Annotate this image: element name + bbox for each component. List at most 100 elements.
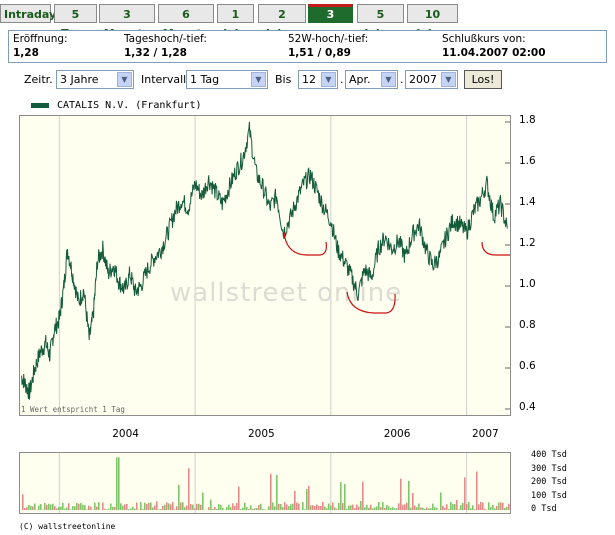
volume-bar xyxy=(30,505,32,510)
volume-bar xyxy=(474,509,476,510)
x-tick-label: 2005 xyxy=(247,428,275,440)
volume-bar xyxy=(426,507,428,510)
y-tick-label: 1.4 xyxy=(519,196,536,208)
month-select[interactable]: Apr. ▼ xyxy=(345,70,398,89)
volume-bar xyxy=(226,507,228,510)
tab-10-jahre[interactable]: 10 Jahre xyxy=(407,4,458,40)
y-tick-label: 1.8 xyxy=(519,114,536,126)
volume-bar xyxy=(86,509,88,510)
volume-bar xyxy=(68,503,70,510)
volume-bar xyxy=(262,509,264,510)
volume-bar xyxy=(324,506,326,510)
volume-tick-label: 200 Tsd xyxy=(531,477,567,487)
volume-bar xyxy=(366,504,368,510)
volume-bar xyxy=(28,504,30,510)
volume-bar xyxy=(320,505,322,510)
volume-bar xyxy=(444,507,446,510)
volume-bar xyxy=(32,506,34,510)
tab-6-monate[interactable]: 6 Monate xyxy=(158,4,214,40)
volume-bar xyxy=(216,509,218,510)
volume-bar xyxy=(436,507,438,510)
volume-bar xyxy=(174,509,176,510)
volume-bar xyxy=(228,504,230,510)
volume-bar xyxy=(466,504,468,510)
volume-bar xyxy=(40,504,42,510)
tab-1-jahr[interactable]: 1 Jahr xyxy=(217,4,254,40)
close-value: 11.04.2007 02:00 xyxy=(442,47,546,59)
volume-bar xyxy=(84,505,86,510)
volume-bar xyxy=(246,506,248,510)
year-value: 2007 xyxy=(409,73,437,86)
volume-bar xyxy=(162,505,164,510)
volume-bar xyxy=(208,507,210,510)
volume-bar xyxy=(124,504,126,510)
volume-bar xyxy=(176,506,178,510)
volume-bar xyxy=(360,500,362,510)
year-select[interactable]: 2007 ▼ xyxy=(405,70,458,89)
volume-bar xyxy=(80,503,82,510)
annotation-bracket xyxy=(346,291,396,314)
volume-bar xyxy=(230,507,232,510)
volume-bar xyxy=(150,502,152,510)
volume-bar xyxy=(260,503,262,510)
tab-3-jahre[interactable]: 3 Jahre xyxy=(308,4,353,36)
volume-bar xyxy=(122,505,124,510)
volume-bar xyxy=(116,457,118,510)
volume-bar xyxy=(268,506,270,510)
bis-label: Bis xyxy=(275,73,292,86)
volume-bar xyxy=(110,503,112,510)
series-swatch xyxy=(31,102,49,108)
chevron-down-icon: ▼ xyxy=(441,72,456,87)
watermark-text: wallstreet online xyxy=(170,278,402,308)
volume-bar xyxy=(134,508,136,510)
intervall-select[interactable]: 1 Tag ▼ xyxy=(186,70,268,89)
x-tick-label: 2004 xyxy=(112,428,139,440)
volume-bar xyxy=(296,502,298,510)
day-select[interactable]: 12 ▼ xyxy=(298,70,338,89)
price-chart-area: wallstreet online xyxy=(19,115,511,416)
chevron-down-icon: ▼ xyxy=(381,72,396,87)
volume-bar xyxy=(488,502,490,510)
volume-bar xyxy=(132,506,134,510)
tab-3-monate[interactable]: 3 Monate xyxy=(99,4,155,40)
volume-bar xyxy=(248,508,250,510)
volume-bar xyxy=(130,508,132,510)
volume-bar xyxy=(420,507,422,510)
volume-bar xyxy=(154,505,156,510)
price-series-line xyxy=(20,121,508,400)
volume-bar xyxy=(62,502,64,510)
tab-2-jahre[interactable]: 2 Jahre xyxy=(258,4,306,40)
zeitraum-label: Zeitr. xyxy=(24,73,53,86)
volume-bar xyxy=(170,504,172,510)
tab-5-tage[interactable]: 5 Tage xyxy=(54,4,97,40)
quote-info-box: Eröffnung: 1,28 Tageshoch/-tief: 1,32 / … xyxy=(8,30,607,63)
volume-bar xyxy=(388,506,390,510)
volume-bar xyxy=(460,505,462,510)
volume-bar xyxy=(24,508,26,510)
volume-bar xyxy=(480,501,482,510)
month-value: Apr. xyxy=(349,73,371,86)
volume-bar xyxy=(198,503,200,510)
volume-bar xyxy=(346,508,348,510)
volume-bar xyxy=(446,504,448,510)
volume-bar xyxy=(410,507,412,510)
volume-bar xyxy=(178,484,180,510)
tab-5-jahre[interactable]: 5 Jahre xyxy=(357,4,404,40)
volume-bar xyxy=(364,507,366,510)
zeitraum-select[interactable]: 3 Jahre ▼ xyxy=(56,70,134,89)
volume-bar xyxy=(214,506,216,510)
volume-bar xyxy=(424,508,426,510)
volume-bar xyxy=(210,499,212,510)
volume-bar xyxy=(310,505,312,510)
volume-bar xyxy=(202,492,204,510)
price-chart: wallstreet online xyxy=(20,116,510,415)
go-button[interactable]: Los! xyxy=(464,70,502,89)
volume-bar xyxy=(308,485,310,510)
tab-intraday[interactable]: Intraday xyxy=(0,4,56,23)
volume-bar xyxy=(278,503,280,510)
volume-bar xyxy=(470,508,472,510)
open-value: 1,28 xyxy=(13,47,39,59)
volume-bar xyxy=(330,505,332,510)
volume-bar xyxy=(274,506,276,510)
volume-bar xyxy=(52,503,54,510)
